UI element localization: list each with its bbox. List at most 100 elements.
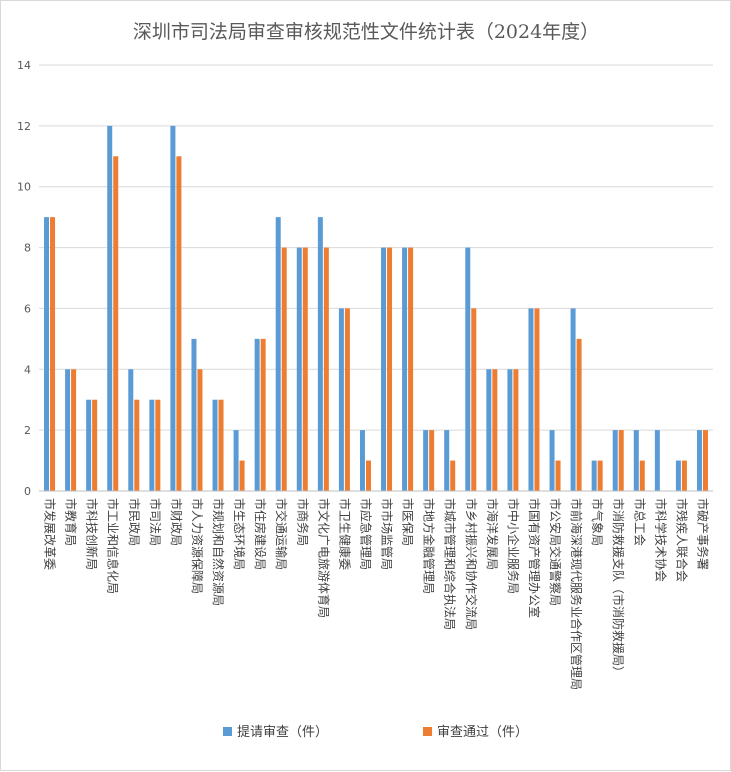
bar-submitted-5 [149, 399, 155, 491]
category-label: 市应急管理局 [358, 498, 373, 570]
category-label: 市市场监管局 [380, 498, 395, 570]
bar-submitted-24 [549, 430, 555, 491]
bar-approved-18 [429, 430, 435, 491]
category-label: 市规划和自然资源局 [211, 498, 226, 606]
y-tick-label: 2 [24, 424, 31, 437]
legend-swatch-1 [423, 727, 432, 736]
bar-approved-20 [471, 308, 477, 491]
bar-approved-22 [513, 369, 519, 491]
chart-title: 深圳市司法局审查审核规范性文件统计表（2024年度） [133, 21, 599, 43]
bar-submitted-29 [654, 430, 660, 491]
bar-approved-27 [618, 430, 624, 491]
bar-approved-25 [576, 338, 582, 491]
category-label: 市城市管理和综合执法局 [443, 498, 458, 630]
y-tick-label: 10 [17, 181, 31, 194]
category-label: 市民政局 [127, 498, 142, 546]
bar-submitted-27 [612, 430, 618, 491]
bar-submitted-8 [212, 399, 218, 491]
y-axis-ticks: 0 2 4 6 8 10 12 14 [17, 59, 31, 498]
bar-approved-14 [344, 308, 350, 491]
category-label: 市工业和信息化局 [106, 498, 121, 594]
category-label: 市地方金融管理局 [422, 498, 437, 594]
bar-approved-21 [492, 369, 498, 491]
bar-approved-1 [71, 369, 77, 491]
y-tick-label: 12 [17, 120, 31, 133]
bar-submitted-6 [170, 125, 176, 491]
bar-approved-4 [134, 399, 140, 491]
bar-submitted-7 [191, 338, 197, 491]
bar-approved-8 [218, 399, 224, 491]
category-label: 市卫生健康委 [337, 498, 352, 570]
category-label: 市司法局 [148, 498, 163, 546]
bar-submitted-15 [359, 430, 365, 491]
bar-approved-7 [197, 369, 203, 491]
bar-approved-24 [555, 460, 561, 491]
bar-submitted-16 [381, 247, 387, 491]
bar-approved-28 [639, 460, 645, 491]
bar-submitted-4 [128, 369, 134, 491]
category-label: 市财政局 [169, 498, 184, 546]
bar-approved-11 [281, 247, 287, 491]
bar-approved-16 [387, 247, 393, 491]
legend-label-0: 提请审查（件） [237, 724, 328, 740]
bar-approved-23 [534, 308, 540, 491]
category-label: 市人力资源保障局 [190, 498, 205, 594]
bar-approved-19 [450, 460, 456, 491]
category-label: 市发展改革委 [43, 498, 58, 570]
bar-submitted-1 [65, 369, 71, 491]
legend-swatch-0 [223, 727, 232, 736]
category-label: 市气象局 [590, 498, 605, 546]
category-label: 市生态环境局 [232, 498, 247, 570]
bar-approved-2 [92, 399, 98, 491]
bar-submitted-18 [423, 430, 429, 491]
bar-approved-26 [597, 460, 603, 491]
bar-submitted-12 [296, 247, 302, 491]
bar-approved-10 [260, 338, 266, 491]
bar-approved-15 [365, 460, 371, 491]
bars [44, 125, 708, 492]
bar-submitted-31 [696, 430, 702, 491]
bar-approved-12 [302, 247, 308, 491]
gridlines [39, 64, 713, 431]
category-label: 市破产事务署 [695, 498, 710, 570]
category-label: 市残疾人联合会 [674, 498, 689, 582]
category-label: 市科技创新局 [85, 498, 100, 570]
bar-approved-5 [155, 399, 161, 491]
category-label: 市总工会 [632, 498, 647, 546]
bar-submitted-20 [465, 247, 471, 491]
bar-submitted-2 [86, 399, 92, 491]
bar-submitted-10 [254, 338, 260, 491]
bar-submitted-26 [591, 460, 597, 491]
bar-submitted-21 [486, 369, 492, 491]
y-tick-label: 0 [24, 485, 31, 498]
category-label: 市消防救援支队（市消防救援局） [611, 498, 626, 678]
bar-submitted-22 [507, 369, 513, 491]
category-label: 市交通运输局 [274, 498, 289, 570]
bar-submitted-3 [107, 125, 113, 491]
category-label: 市中小企业服务局 [506, 498, 521, 594]
category-label: 市公安局交通警察局 [548, 498, 563, 606]
bar-approved-17 [408, 247, 414, 491]
bar-submitted-0 [44, 217, 50, 491]
category-label: 市医保局 [401, 498, 416, 546]
bar-submitted-30 [675, 460, 681, 491]
category-label: 市文化广电旅游体育局 [316, 498, 331, 618]
bar-approved-30 [681, 460, 687, 491]
y-tick-label: 8 [24, 242, 31, 255]
category-label: 市教育局 [64, 498, 79, 546]
bar-submitted-19 [444, 430, 450, 491]
bar-submitted-17 [402, 247, 408, 491]
category-label: 市海洋发展局 [485, 498, 500, 570]
bar-approved-13 [323, 247, 329, 491]
bar-approved-31 [702, 430, 708, 491]
bar-submitted-14 [338, 308, 344, 491]
category-labels: 市发展改革委 市教育局 市科技创新局 市工业和信息化局 市民政局 市司法局 市财政局 市人力资… [43, 498, 711, 690]
y-tick-label: 4 [24, 363, 31, 376]
bar-approved-3 [113, 156, 119, 492]
y-tick-label: 6 [24, 302, 31, 315]
category-label: 市商务局 [295, 498, 310, 546]
bar-submitted-25 [570, 308, 576, 491]
bar-submitted-11 [275, 217, 281, 491]
legend-label-1: 审查通过（件） [437, 725, 528, 740]
